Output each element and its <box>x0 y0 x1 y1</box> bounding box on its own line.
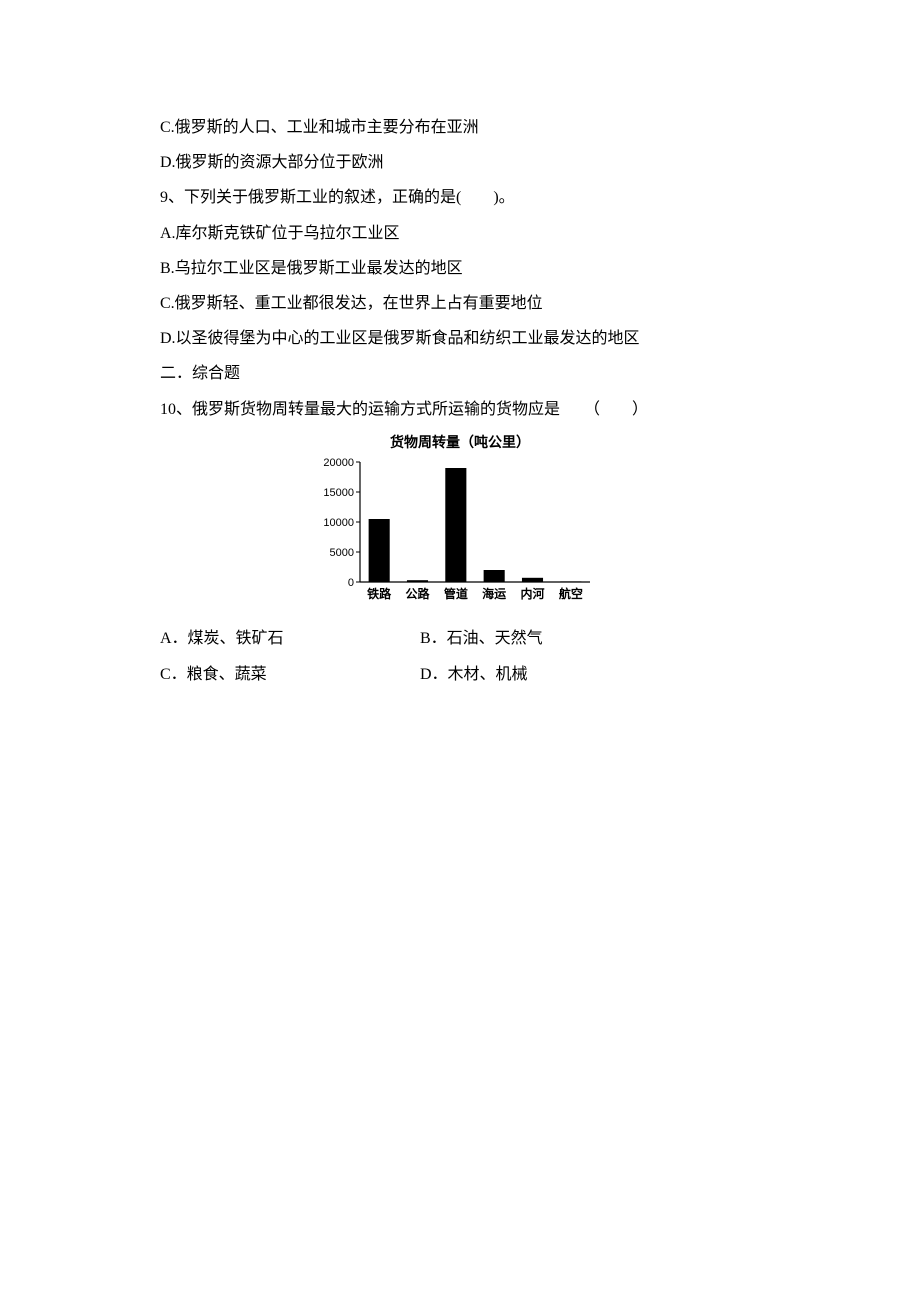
svg-text:0: 0 <box>348 577 354 589</box>
choices-row-1: A．煤炭、铁矿石 B．石油、天然气 <box>160 621 760 656</box>
option-a-q9: A.库尔斯克铁矿位于乌拉尔工业区 <box>160 216 760 251</box>
option-d-q8: D.俄罗斯的资源大部分位于欧洲 <box>160 145 760 180</box>
option-d-q9: D.以圣彼得堡为中心的工业区是俄罗斯食品和纺织工业最发达的地区 <box>160 321 760 356</box>
svg-text:航空: 航空 <box>559 586 583 601</box>
svg-text:管道: 管道 <box>444 586 468 601</box>
option-d-q10: D．木材、机械 <box>420 657 760 692</box>
option-a-q10: A．煤炭、铁矿石 <box>160 621 420 656</box>
chart-container: 货物周转量（吨公里） 0 5000 10000 15000 20000 铁路公路管道海运内… <box>160 433 760 618</box>
option-b-q9: B.乌拉尔工业区是俄罗斯工业最发达的地区 <box>160 251 760 286</box>
svg-text:内河: 内河 <box>520 586 544 601</box>
svg-text:5000: 5000 <box>330 547 354 559</box>
freight-turnover-bar-chart: 货物周转量（吨公里） 0 5000 10000 15000 20000 铁路公路管道海运内… <box>310 433 610 618</box>
svg-text:铁路: 铁路 <box>367 586 392 601</box>
option-c-q9: C.俄罗斯轻、重工业都很发达，在世界上占有重要地位 <box>160 286 760 321</box>
question-10: 10、俄罗斯货物周转量最大的运输方式所运输的货物应是 （ ） <box>160 392 760 427</box>
choices-row-2: C．粮食、蔬菜 D．木材、机械 <box>160 657 760 692</box>
chart-title: 货物周转量（吨公里） <box>310 433 610 453</box>
svg-text:10000: 10000 <box>323 517 354 529</box>
svg-text:15000: 15000 <box>323 487 354 499</box>
svg-text:海运: 海运 <box>482 586 506 601</box>
option-c-q10: C．粮食、蔬菜 <box>160 657 420 692</box>
svg-text:公路: 公路 <box>405 586 430 601</box>
document-page: C.俄罗斯的人口、工业和城市主要分布在亚洲 D.俄罗斯的资源大部分位于欧洲 9、… <box>0 0 920 732</box>
option-b-q10: B．石油、天然气 <box>420 621 760 656</box>
section-2-heading: 二．综合题 <box>160 356 760 391</box>
question-9: 9、下列关于俄罗斯工业的叙述，正确的是( )。 <box>160 180 760 215</box>
option-c-q8: C.俄罗斯的人口、工业和城市主要分布在亚洲 <box>160 110 760 145</box>
bar-chart-svg: 0 5000 10000 15000 20000 铁路公路管道海运内河航空 <box>310 454 600 604</box>
svg-text:20000: 20000 <box>323 457 354 469</box>
